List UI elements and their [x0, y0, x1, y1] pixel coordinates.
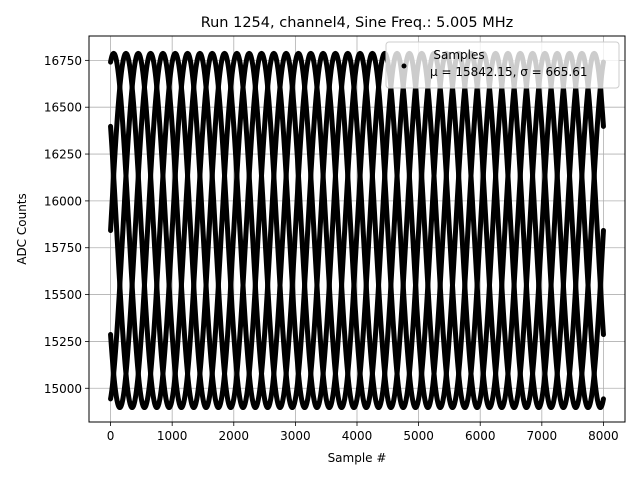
y-tick-label: 16750 — [44, 54, 82, 68]
y-tick-label: 15000 — [44, 382, 82, 396]
y-tick-label: 15500 — [44, 288, 82, 302]
x-tick-label: 0 — [107, 429, 115, 443]
y-tick-label: 16000 — [44, 194, 82, 208]
y-tick-label: 15750 — [44, 241, 82, 255]
legend-box — [385, 41, 620, 89]
y-tick-label: 16250 — [44, 148, 82, 162]
x-tick-label: 3000 — [280, 429, 311, 443]
data-series-samples — [108, 50, 606, 411]
x-tick-label: 6000 — [465, 429, 496, 443]
legend-title: Samples — [433, 48, 484, 62]
legend-marker — [401, 63, 407, 69]
y-axis-ticks: 15000 15250 15500 15750 16000 16250 16500 16750 — [44, 54, 89, 396]
x-axis-ticks: 0 1000 2000 3000 4000 5000 6000 7000 8000 — [107, 422, 619, 443]
x-tick-label: 4000 — [342, 429, 373, 443]
x-tick-label: 7000 — [527, 429, 558, 443]
y-axis-label: ADC Counts — [15, 193, 29, 265]
legend: Samples μ = 15842.15, σ = 665.61 — [385, 41, 620, 89]
chart-title: Run 1254, channel4, Sine Freq.: 5.005 MH… — [201, 15, 514, 31]
y-tick-label: 15250 — [44, 335, 82, 349]
sample-trace-5 — [108, 50, 606, 411]
y-tick-label: 16500 — [44, 101, 82, 115]
x-tick-label: 1000 — [157, 429, 188, 443]
x-axis-label: Sample # — [328, 451, 387, 465]
x-tick-label: 5000 — [403, 429, 434, 443]
legend-entry-stats: μ = 15842.15, σ = 665.61 — [430, 65, 587, 79]
x-tick-label: 2000 — [219, 429, 250, 443]
x-tick-label: 8000 — [588, 429, 619, 443]
